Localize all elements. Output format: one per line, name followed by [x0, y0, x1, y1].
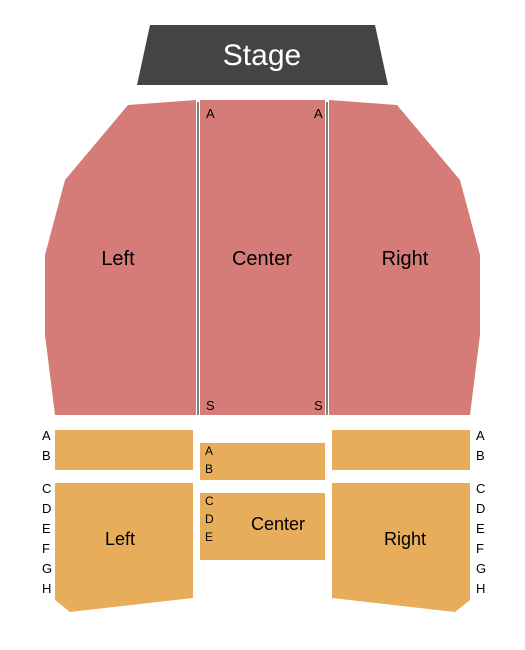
orchestra-center-label: Center [232, 248, 292, 270]
row-l-C: C [42, 481, 51, 496]
row-r-B: B [476, 448, 485, 463]
orchestra: A A S S Left Center Right [45, 100, 480, 415]
row-c-B: B [205, 462, 213, 476]
seating-svg: Stage A A S S Left Center Right [0, 0, 525, 650]
orch-row-start-l: A [206, 106, 215, 121]
balcony-center-label: Center [251, 514, 305, 534]
row-r-E: E [476, 521, 485, 536]
balcony-upper-right[interactable] [332, 430, 470, 470]
row-r-F: F [476, 541, 484, 556]
row-l-B: B [42, 448, 51, 463]
orchestra-right-label: Right [382, 248, 429, 270]
row-l-A: A [42, 428, 51, 443]
row-l-D: D [42, 501, 51, 516]
row-c-A: A [205, 444, 213, 458]
row-c-E: E [205, 530, 213, 544]
orch-row-end-r: S [314, 398, 323, 413]
balcony-upper-left[interactable] [55, 430, 193, 470]
balcony-upper-center[interactable] [200, 443, 325, 480]
row-r-C: C [476, 481, 485, 496]
row-r-G: G [476, 561, 486, 576]
row-r-D: D [476, 501, 485, 516]
balcony-left-label: Left [105, 529, 135, 549]
seating-chart: Stage A A S S Left Center Right [0, 0, 525, 650]
orchestra-left-label: Left [101, 248, 135, 270]
orch-row-start-r: A [314, 106, 323, 121]
balcony-right-label: Right [384, 529, 426, 549]
row-l-E: E [42, 521, 51, 536]
stage: Stage [137, 25, 388, 85]
row-l-G: G [42, 561, 52, 576]
row-c-C: C [205, 494, 214, 508]
row-r-A: A [476, 428, 485, 443]
orch-row-end-l: S [206, 398, 215, 413]
row-l-H: H [42, 581, 51, 596]
row-c-D: D [205, 512, 214, 526]
row-l-F: F [42, 541, 50, 556]
row-r-H: H [476, 581, 485, 596]
balcony: A B C D E F G H A B C D E F G H A B C D … [42, 428, 486, 612]
stage-label: Stage [223, 39, 301, 72]
